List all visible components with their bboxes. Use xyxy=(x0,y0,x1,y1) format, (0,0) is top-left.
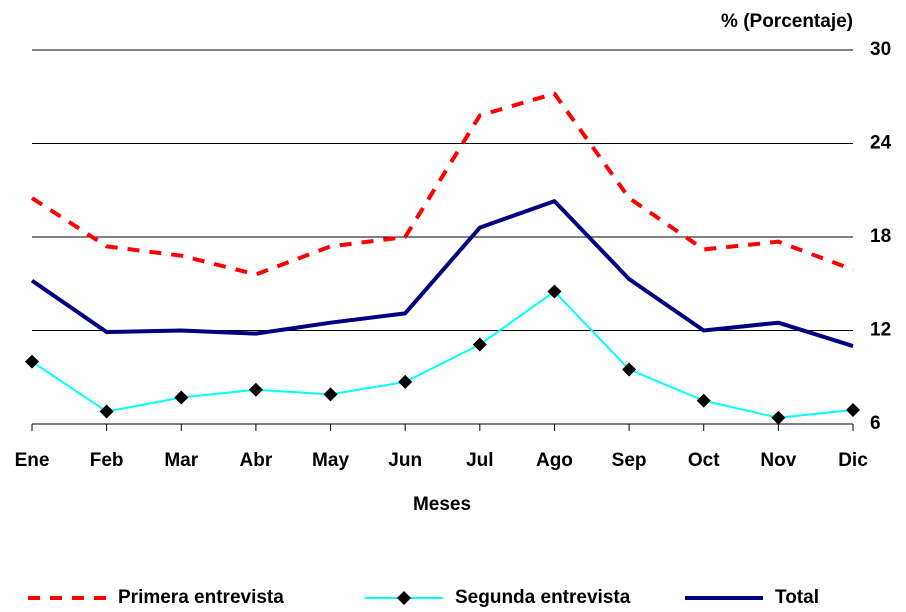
point-marker xyxy=(472,337,487,352)
point-marker xyxy=(323,387,338,402)
point-marker xyxy=(846,402,860,417)
series-line xyxy=(31,290,854,419)
point-marker xyxy=(771,410,786,425)
point-marker xyxy=(99,404,114,419)
x-tick-label: Dic xyxy=(838,450,868,471)
x-tick-label: Ago xyxy=(536,450,573,471)
x-tick-label: Jun xyxy=(388,450,422,471)
x-tick-label: Oct xyxy=(688,450,720,471)
series-line xyxy=(30,91,854,277)
y-tick-label: 18 xyxy=(870,226,891,247)
y-tick-label: 30 xyxy=(870,39,891,60)
x-tick-label: Nov xyxy=(760,450,796,471)
x-tick-label: Mar xyxy=(164,450,198,471)
y-tick-label: 12 xyxy=(870,320,891,341)
point-marker xyxy=(622,362,637,377)
x-tick-label: Jul xyxy=(466,450,493,471)
x-tick-label: May xyxy=(312,450,349,471)
x-axis-title: Meses xyxy=(413,494,471,515)
y-tick-label: 6 xyxy=(870,413,881,434)
x-tick-label: Ene xyxy=(15,450,50,471)
legend-label: Total xyxy=(775,587,819,608)
point-marker xyxy=(398,374,413,389)
legend-label: Primera entrevista xyxy=(118,587,284,608)
y-tick-label: 24 xyxy=(870,133,892,154)
legend-marker xyxy=(397,591,411,605)
series-line xyxy=(30,199,854,348)
point-marker xyxy=(25,354,39,369)
y-axis-title: % (Porcentaje) xyxy=(721,11,853,32)
x-tick-label: Sep xyxy=(612,450,647,471)
x-tick-label: Abr xyxy=(240,450,273,471)
point-marker xyxy=(248,382,263,397)
point-marker xyxy=(696,393,711,408)
point-marker xyxy=(174,390,189,405)
point-marker xyxy=(547,284,562,299)
x-tick-label: Feb xyxy=(90,450,124,471)
legend-label: Segunda entrevista xyxy=(455,587,631,608)
